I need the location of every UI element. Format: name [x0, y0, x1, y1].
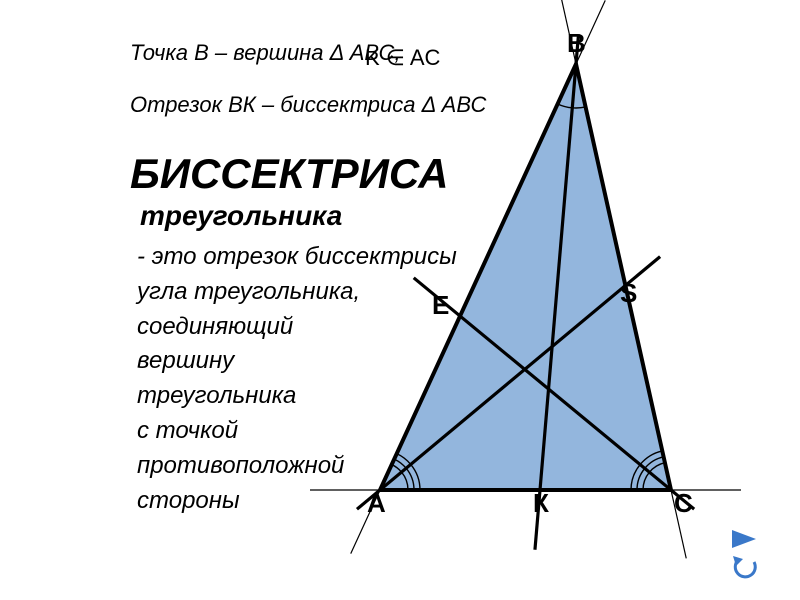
- angle-arc: [572, 107, 585, 108]
- def-l3: соединяющий: [137, 313, 293, 340]
- next-button[interactable]: [730, 526, 760, 552]
- intro-line-1: Точка В – вершина Δ АВС,: [130, 40, 401, 66]
- def-l7: противоположной: [137, 452, 344, 479]
- def-l8: стороны: [137, 487, 240, 514]
- def-l6: с точкой: [137, 417, 238, 444]
- undo-icon: [730, 556, 800, 600]
- intro-line-2: Отрезок ВК – биссектриса Δ АВС: [130, 92, 486, 118]
- vertex-label-a: А: [367, 488, 386, 519]
- point-label-e: Е: [432, 290, 449, 321]
- k-in-ac: K ∈ AC: [365, 45, 440, 71]
- angle-arc: [640, 451, 662, 465]
- def-l4: вершину: [137, 347, 234, 374]
- angle-arc: [558, 104, 573, 108]
- angle-arc: [631, 465, 640, 490]
- vertex-label-b: В: [567, 28, 586, 59]
- point-label-s: S: [620, 278, 637, 309]
- def-l1: - это отрезок биссектрисы: [137, 243, 457, 270]
- title-triangle: треугольника: [140, 200, 342, 232]
- point-label-k: К: [533, 488, 549, 519]
- angle-arc: [643, 472, 649, 490]
- def-l5: треугольника: [137, 382, 296, 409]
- angle-arc: [645, 457, 664, 469]
- definition-text: - это отрезок биссектрисы угла треугольн…: [137, 240, 457, 518]
- angle-arc: [637, 468, 645, 490]
- vertex-label-c: С: [674, 488, 693, 519]
- bisector-b: [535, 34, 579, 550]
- title-bissectrisa: БИССЕКТРИСА: [130, 150, 448, 198]
- def-l2: угла треугольника,: [137, 278, 360, 305]
- angle-arc: [649, 463, 665, 473]
- back-button[interactable]: [730, 556, 760, 582]
